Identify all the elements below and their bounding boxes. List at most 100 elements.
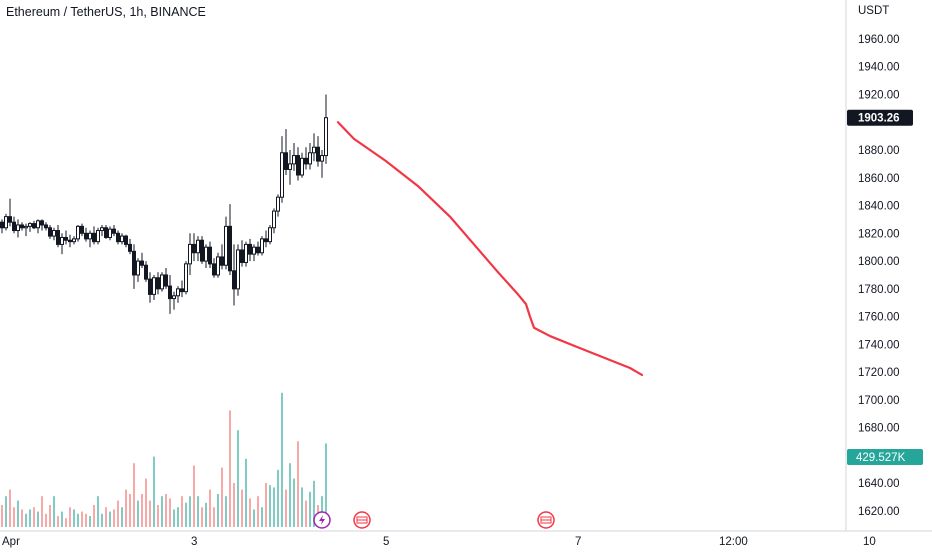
- symbol-title[interactable]: Ethereum / TetherUS, 1h, BINANCE: [6, 5, 206, 19]
- volume-bar: [77, 513, 79, 527]
- price-axis[interactable]: USDT 1960.00 1940.00 1920.00 1880.00 1860.00…: [845, 0, 923, 531]
- candle-body: [172, 295, 176, 300]
- volume-bar: [65, 518, 67, 527]
- candle-body: [204, 246, 208, 262]
- volume-bar: [33, 507, 35, 527]
- volume-bar: [193, 465, 195, 527]
- volume-bar: [157, 505, 159, 527]
- volume-bar: [269, 485, 271, 527]
- candle-body: [200, 239, 204, 262]
- price-tick-label: 1780.00: [858, 284, 900, 296]
- volume-bar: [61, 511, 63, 527]
- lightning-icon: [319, 515, 325, 525]
- candle-body: [84, 232, 88, 240]
- volume-bar: [301, 487, 303, 527]
- volume-bar: [277, 469, 279, 527]
- candle-body: [148, 278, 152, 295]
- candle-body: [164, 274, 168, 287]
- volume-bar: [285, 489, 287, 527]
- candle-body: [324, 117, 328, 157]
- volume-bar: [45, 513, 47, 527]
- candle-body: [124, 235, 128, 245]
- volume-bar: [325, 443, 327, 527]
- candle-body: [160, 274, 164, 290]
- volume-bar: [69, 507, 71, 527]
- candle-body: [92, 232, 96, 243]
- volume-bar: [129, 494, 131, 527]
- volume-bar: [9, 489, 11, 527]
- candle-body: [32, 223, 36, 229]
- candle-body: [44, 224, 48, 229]
- candle-body: [64, 236, 68, 241]
- volume-bar: [221, 467, 223, 527]
- volume-bar: [153, 456, 155, 527]
- candle-body: [8, 216, 12, 223]
- price-tick-label: 1920.00: [858, 89, 900, 101]
- candle-body: [120, 235, 124, 243]
- candle-body: [4, 216, 8, 229]
- candle-body: [116, 232, 120, 243]
- candle-body: [16, 224, 20, 232]
- volume-bar: [13, 507, 15, 527]
- volume-bar: [313, 480, 315, 527]
- volume-bar: [249, 498, 251, 527]
- candle-body: [0, 221, 4, 229]
- y-axis-label: USDT: [858, 5, 889, 17]
- candle-body: [308, 152, 312, 165]
- volume-bar: [205, 502, 207, 527]
- candle-body: [316, 146, 320, 162]
- volume-bar: [145, 478, 147, 527]
- candle-body: [272, 210, 276, 229]
- earnings-event-icon[interactable]: [537, 511, 555, 529]
- volume-bar: [121, 507, 123, 527]
- volume-bar: [213, 507, 215, 527]
- candle-body: [264, 238, 268, 243]
- candle-body: [140, 260, 144, 266]
- volume-bar: [89, 516, 91, 527]
- candle-body: [76, 225, 80, 240]
- volume-bar: [293, 478, 295, 527]
- time-axis[interactable]: Apr 3 5 7 12:00 10: [0, 530, 932, 548]
- volume-bar: [261, 507, 263, 527]
- candle-body: [240, 249, 244, 263]
- price-tick-label: 1680.00: [858, 423, 900, 435]
- volume-bar: [105, 507, 107, 527]
- volume-bar: [181, 496, 183, 527]
- earnings-event-icon[interactable]: [353, 511, 371, 529]
- price-tick-label: 1800.00: [858, 256, 900, 268]
- drawing-layer[interactable]: [336, 121, 644, 377]
- volume-bar: [257, 496, 259, 527]
- time-tick-label: 5: [383, 536, 389, 548]
- candle-body: [40, 220, 44, 226]
- price-tick-label: 1820.00: [858, 228, 900, 240]
- candle-body: [276, 196, 280, 212]
- candle-body: [208, 246, 212, 265]
- volume-bar: [141, 494, 143, 527]
- volume-bar: [305, 500, 307, 527]
- event-markers[interactable]: [313, 511, 555, 529]
- volume-bar: [273, 487, 275, 527]
- candle-body: [96, 230, 100, 243]
- candle-body: [168, 285, 172, 300]
- candle-body: [184, 263, 188, 293]
- volume-bar: [197, 496, 199, 527]
- volume-bar: [49, 505, 51, 527]
- volume-bar: [125, 489, 127, 527]
- volume-bar: [57, 516, 59, 527]
- volume-bar: [137, 500, 139, 527]
- price-tick-label: 1760.00: [858, 312, 900, 324]
- volume-bar: [225, 496, 227, 527]
- candle-body: [288, 163, 292, 170]
- candle-body: [212, 263, 216, 276]
- volume-bar: [29, 509, 31, 527]
- candle-body: [300, 157, 304, 176]
- volume-bar: [41, 496, 43, 527]
- candle-body: [228, 225, 232, 272]
- volume-bar: [241, 489, 243, 527]
- volume-bar: [309, 491, 311, 527]
- price-tick-label: 1880.00: [858, 145, 900, 157]
- dividend-event-icon[interactable]: [313, 511, 331, 529]
- candle-body: [176, 288, 180, 297]
